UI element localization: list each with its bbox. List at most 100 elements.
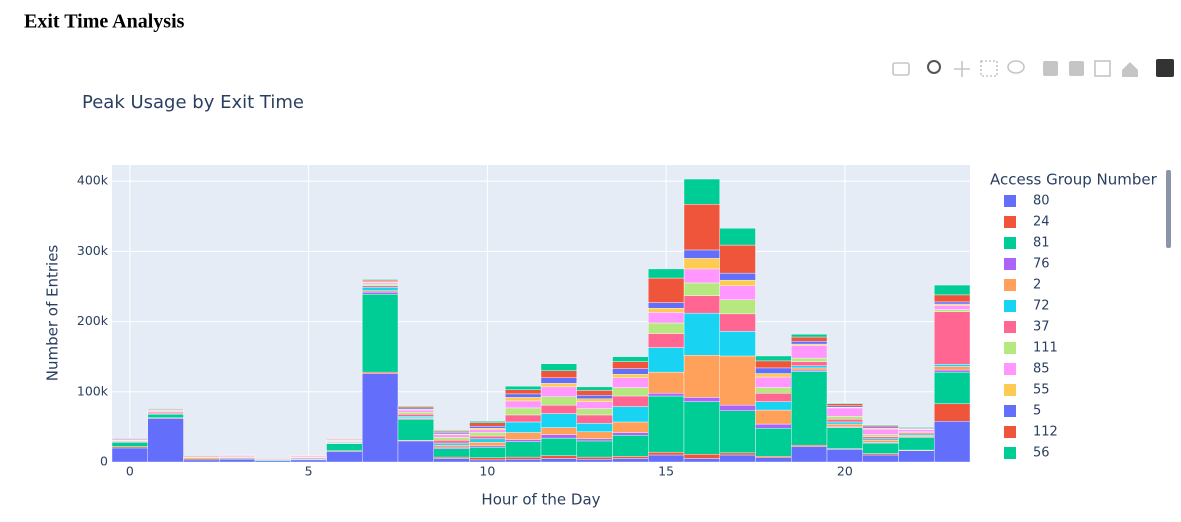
bar-segment: [934, 309, 971, 312]
bar-segment: [898, 429, 935, 433]
x-tick-label: 0: [126, 464, 134, 479]
y-tick-label: 400k: [77, 173, 109, 188]
bar-segment: [934, 369, 971, 373]
bar-segment: [147, 411, 184, 414]
bar-segment: [505, 441, 542, 458]
bar-segment: [433, 430, 470, 432]
bar-segment: [362, 285, 399, 288]
bar-segment: [362, 286, 399, 291]
legend-label: 112: [1033, 425, 1058, 440]
bar-segment: [719, 272, 756, 281]
bar-segment: [755, 373, 792, 378]
legend-scrollbar[interactable]: [1166, 170, 1171, 248]
bar-segment: [612, 435, 649, 457]
bar-segment: [683, 178, 720, 205]
bar-segment: [648, 451, 685, 456]
select-icon[interactable]: [980, 60, 998, 77]
bar-segment: [397, 406, 434, 409]
bar-segment: [862, 438, 899, 441]
bar-segment: [505, 432, 542, 440]
bar-segment: [540, 427, 577, 435]
bar-segment: [576, 401, 613, 409]
x-tick-label: 20: [837, 464, 853, 479]
bar-segment: [791, 334, 828, 338]
pan-icon[interactable]: [954, 61, 970, 77]
bar-segment: [648, 333, 685, 348]
bar-segment: [791, 444, 828, 447]
camera-icon[interactable]: [892, 62, 910, 76]
bar-segment: [505, 385, 542, 390]
bar-segment: [469, 425, 506, 429]
bar-segment: [612, 387, 649, 397]
bar-segment: [576, 440, 613, 458]
bar-segment: [612, 377, 649, 388]
bar-segment: [612, 458, 649, 463]
bar-segment: [826, 403, 863, 407]
zoom-out-icon[interactable]: [1069, 61, 1084, 76]
bar-segment: [362, 279, 399, 281]
bar-segment: [791, 341, 828, 345]
bar-segment: [648, 268, 685, 279]
bar-segment: [898, 433, 935, 436]
bar-segment: [791, 345, 828, 359]
legend-swatch: [1004, 237, 1016, 249]
bar-segment: [576, 395, 613, 400]
bar-segment: [397, 414, 434, 417]
bar-segment: [540, 363, 577, 371]
bar-segment: [683, 458, 720, 463]
bar-segment: [469, 459, 506, 463]
legend-label: 55: [1033, 383, 1050, 398]
bar-segment: [469, 428, 506, 430]
bar-segment: [505, 407, 542, 416]
bar-segment: [326, 451, 363, 463]
bar-segment: [433, 440, 470, 444]
bar-segment: [612, 368, 649, 375]
bar-segment: [612, 432, 649, 436]
zoom-icon[interactable]: [927, 60, 941, 74]
legend-label: 85: [1033, 362, 1050, 377]
legend-swatch: [1004, 279, 1016, 291]
bar-segment: [683, 312, 720, 356]
bar-segment: [683, 295, 720, 314]
bar-segment: [576, 414, 613, 424]
zoom-in-icon[interactable]: [1043, 61, 1058, 76]
bar-segment: [648, 277, 685, 303]
plotly-logo[interactable]: [1156, 59, 1174, 77]
legend-swatch: [1004, 405, 1016, 417]
y-tick-label: 100k: [77, 383, 109, 398]
bar-segment: [362, 282, 399, 285]
bar-segment: [397, 440, 434, 463]
bar-segment: [505, 456, 542, 460]
bar-segment: [719, 285, 756, 301]
toolbar[interactable]: [892, 59, 1174, 77]
bar-segment: [826, 421, 863, 425]
bar-segment: [111, 437, 148, 440]
bar-segment: [934, 421, 971, 463]
home-icon[interactable]: [1122, 62, 1138, 77]
autoscale-icon[interactable]: [1094, 60, 1111, 77]
bar-segment: [505, 421, 542, 433]
bar-segment: [862, 442, 899, 454]
bar-segment: [290, 455, 327, 457]
legend-label: 56: [1033, 446, 1050, 461]
bar-segment: [648, 322, 685, 334]
bar-segment: [755, 376, 792, 388]
bar-segment: [540, 458, 577, 463]
bar-segment: [862, 434, 899, 437]
bar-segment: [111, 447, 148, 463]
bar-segment: [540, 396, 577, 406]
bar-segment: [469, 457, 506, 461]
bar-segment: [934, 305, 971, 310]
bar-segment: [755, 387, 792, 394]
bar-segment: [540, 404, 577, 414]
bar-segment: [469, 435, 506, 440]
bar-segment: [862, 425, 899, 428]
bar-segment: [183, 459, 220, 463]
legend-swatch: [1004, 363, 1016, 375]
bar-segment: [612, 361, 649, 369]
bar-segment: [505, 393, 542, 398]
lasso-icon[interactable]: [1007, 60, 1025, 74]
chart-title: Peak Usage by Exit Time: [82, 92, 304, 113]
bar-segment: [576, 390, 613, 396]
